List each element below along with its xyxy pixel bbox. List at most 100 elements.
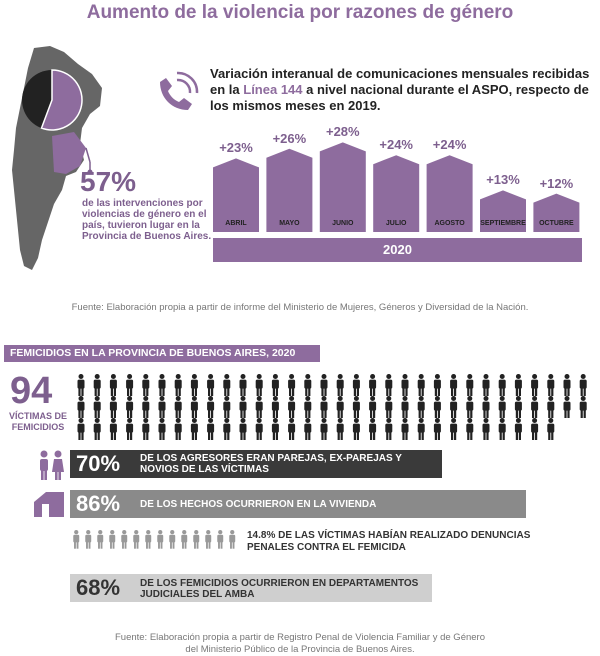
person-icon (385, 374, 393, 396)
person-icon (93, 418, 101, 440)
stat-bar-2: 86% DE LOS HECHOS OCURRIERON EN LA VIVIE… (70, 490, 526, 518)
person-icon (417, 396, 425, 418)
person-icon (181, 530, 188, 549)
denuncias-pictogram (73, 530, 236, 549)
person-icon (336, 418, 344, 440)
person-icon (205, 530, 212, 549)
person-icon (482, 374, 490, 396)
person-icon (498, 418, 506, 440)
line144-title: Variación interanual de comunicaciones m… (210, 66, 590, 113)
person-icon (320, 396, 328, 418)
person-icon (158, 374, 166, 396)
person-icon (304, 374, 312, 396)
person-icon (304, 396, 312, 418)
bar-label-julio: +24% (379, 137, 413, 153)
person-icon (255, 396, 263, 418)
person-icon (190, 396, 198, 418)
bar-octubre (533, 193, 580, 232)
person-icon (109, 530, 116, 549)
person-icon (320, 418, 328, 440)
person-icon (304, 418, 312, 440)
person-icon (229, 530, 236, 549)
bar-label-mayo: +26% (272, 130, 307, 146)
person-icon (109, 374, 117, 396)
stat-pct-2: 86% (76, 491, 121, 516)
person-icon (352, 418, 360, 440)
femicidios-header: FEMICIDIOS EN LA PROVINCIA DE BUENOS AIR… (4, 345, 320, 362)
person-icon (207, 374, 215, 396)
person-icon (579, 374, 587, 396)
bar-month-mayo: MAYO (279, 220, 300, 227)
bar-label-junio: +28% (325, 124, 360, 140)
person-icon (126, 374, 134, 396)
house-icon (34, 492, 64, 517)
victims-count: 94 (10, 370, 53, 412)
victims-label: VÍCTIMAS DE FEMICIDIOS (8, 411, 67, 432)
chart-bars-svg (213, 142, 580, 232)
person-icon (531, 418, 539, 440)
person-icon (482, 418, 490, 440)
person-icon (401, 418, 409, 440)
stat-bar-1: 70% DE LOS AGRESORES ERAN PAREJAS, EX-PA… (70, 450, 442, 478)
person-icon (121, 530, 128, 549)
person-icon (190, 418, 198, 440)
person-icon (142, 418, 150, 440)
person-icon (563, 374, 571, 396)
person-icon (336, 374, 344, 396)
person-icon (145, 530, 152, 549)
person-icon (193, 530, 200, 549)
person-icon (433, 374, 441, 396)
source-note-1: Fuente: Elaboración propia a partir de i… (71, 302, 529, 313)
bar-month-septiembre: SEPTIEMBRE (480, 220, 526, 227)
person-icon (93, 396, 101, 418)
person-icon (255, 374, 263, 396)
person-icon (217, 530, 224, 549)
person-icon (288, 396, 296, 418)
person-icon (85, 530, 92, 549)
person-icon (223, 418, 231, 440)
bar-month-octubre: OCTUBRE (539, 220, 574, 227)
person-icon (336, 396, 344, 418)
person-icon (514, 374, 522, 396)
person-icon (466, 418, 474, 440)
person-icon (369, 418, 377, 440)
person-icon (73, 530, 80, 549)
person-icon (271, 396, 279, 418)
person-icon (514, 396, 522, 418)
bar-label-octubre: +12% (539, 175, 574, 191)
person-icon (369, 396, 377, 418)
person-icon (169, 530, 176, 549)
person-icon (288, 418, 296, 440)
person-icon (417, 374, 425, 396)
person-icon (207, 396, 215, 418)
person-icon (531, 374, 539, 396)
person-icon (77, 418, 85, 440)
bar-label-abril: +23% (219, 140, 253, 156)
person-icon (385, 418, 393, 440)
pie-chart (22, 69, 83, 131)
person-icon (77, 374, 85, 396)
bar-label-septiembre: +13% (486, 172, 520, 188)
person-icon (157, 530, 164, 549)
person-icon (207, 418, 215, 440)
person-icon (239, 418, 247, 440)
bar-mayo (266, 148, 313, 232)
person-icon (77, 396, 85, 418)
person-icon (498, 374, 506, 396)
person-icon (417, 418, 425, 440)
stat-pct-3: 68% (76, 575, 121, 600)
person-icon (547, 418, 555, 440)
argentina-map-icon (12, 46, 102, 270)
stat-bar-3: 68% DE LOS FEMICIDIOS OCURRIERON EN DEPA… (70, 574, 432, 602)
bar-month-junio: JUNIO (332, 220, 354, 227)
bar-month-abril: ABRIL (225, 220, 247, 227)
person-icon (466, 396, 474, 418)
person-icon (466, 374, 474, 396)
person-icon (93, 374, 101, 396)
person-icon (142, 396, 150, 418)
person-icon (563, 396, 571, 418)
page-title: Aumento de la violencia por razones de g… (86, 2, 514, 23)
person-icon (514, 418, 522, 440)
person-icon (450, 396, 458, 418)
person-icon (223, 396, 231, 418)
